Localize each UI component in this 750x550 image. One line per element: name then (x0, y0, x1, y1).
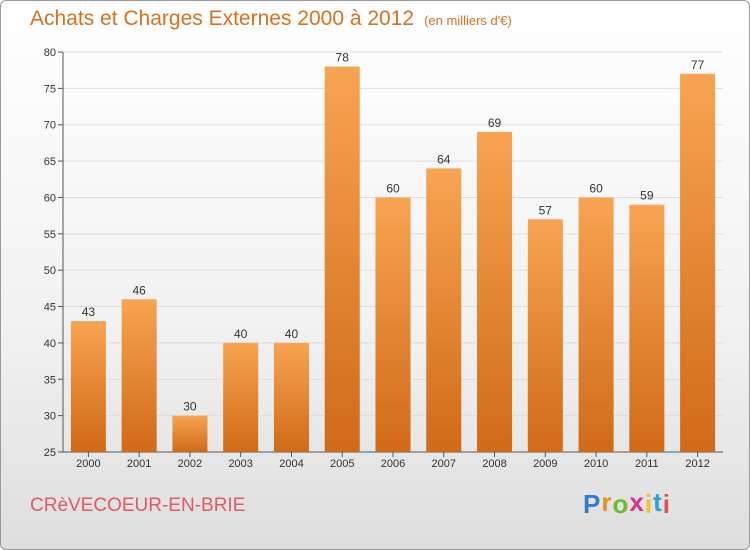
logo-letter: i (644, 489, 654, 519)
y-tick-label: 65 (44, 156, 56, 168)
y-tick-label: 60 (44, 192, 56, 204)
logo-letter: P (583, 489, 602, 519)
chart-title-text: Achats et Charges Externes 2000 à 2012 (30, 7, 415, 30)
bar (680, 73, 716, 453)
bar-value-label: 40 (285, 327, 299, 341)
bar-value-label: 43 (82, 305, 96, 319)
y-tick-label: 75 (44, 83, 56, 95)
bar-value-label: 77 (691, 58, 705, 72)
x-tick-label: 2005 (330, 458, 354, 470)
proxiti-logo[interactable]: Proxiti (583, 487, 671, 520)
logo-letter: o (612, 489, 630, 519)
bar (629, 204, 665, 452)
x-tick-label: 2007 (432, 458, 456, 470)
x-tick-label: 2000 (76, 458, 100, 470)
bar-value-label: 59 (640, 189, 654, 203)
x-tick-label: 2004 (279, 458, 303, 470)
logo-letter: x (629, 487, 645, 517)
bar (477, 132, 513, 452)
y-tick-label: 40 (44, 338, 56, 350)
logo-letter: t (653, 487, 663, 517)
bar-value-label: 30 (183, 400, 197, 414)
logo-letter: i (662, 489, 671, 519)
bar (273, 342, 309, 452)
y-tick-label: 25 (44, 447, 56, 459)
x-tick-label: 2010 (584, 458, 608, 470)
bar (223, 342, 259, 452)
y-tick-label: 80 (44, 47, 56, 59)
bar (324, 66, 360, 452)
bar-value-label: 78 (336, 51, 350, 65)
bar-value-label: 64 (437, 152, 451, 166)
commune-name: CRèVECOEUR-EN-BRIE (30, 495, 246, 516)
y-tick-label: 55 (44, 229, 56, 241)
bar (70, 321, 106, 452)
bar (578, 197, 614, 452)
bar (172, 415, 208, 452)
bar-value-label: 57 (539, 203, 553, 217)
bar (375, 197, 411, 452)
bar (426, 168, 462, 452)
bar-value-label: 40 (234, 327, 248, 341)
x-tick-label: 2001 (127, 458, 151, 470)
bar-value-label: 69 (488, 116, 502, 130)
y-tick-label: 35 (44, 374, 56, 386)
x-tick-label: 2008 (482, 458, 506, 470)
x-tick-label: 2011 (635, 458, 659, 470)
chart-title: Achats et Charges Externes 2000 à 2012 (e… (30, 7, 512, 31)
bar-value-label: 46 (132, 283, 146, 297)
x-tick-label: 2009 (533, 458, 557, 470)
bar (527, 219, 563, 452)
bar-value-label: 60 (386, 181, 400, 195)
y-tick-label: 45 (44, 302, 56, 314)
x-tick-label: 2006 (381, 458, 405, 470)
y-tick-label: 50 (44, 265, 56, 277)
y-tick-label: 70 (44, 120, 56, 132)
y-tick-label: 30 (44, 411, 56, 423)
x-tick-label: 2003 (228, 458, 252, 470)
x-tick-label: 2002 (178, 458, 202, 470)
logo-letter: r (601, 487, 613, 517)
chart-unit: (en milliers d'€) (424, 13, 512, 28)
bar (121, 299, 157, 452)
x-tick-label: 2012 (685, 458, 709, 470)
bar-value-label: 60 (589, 181, 603, 195)
